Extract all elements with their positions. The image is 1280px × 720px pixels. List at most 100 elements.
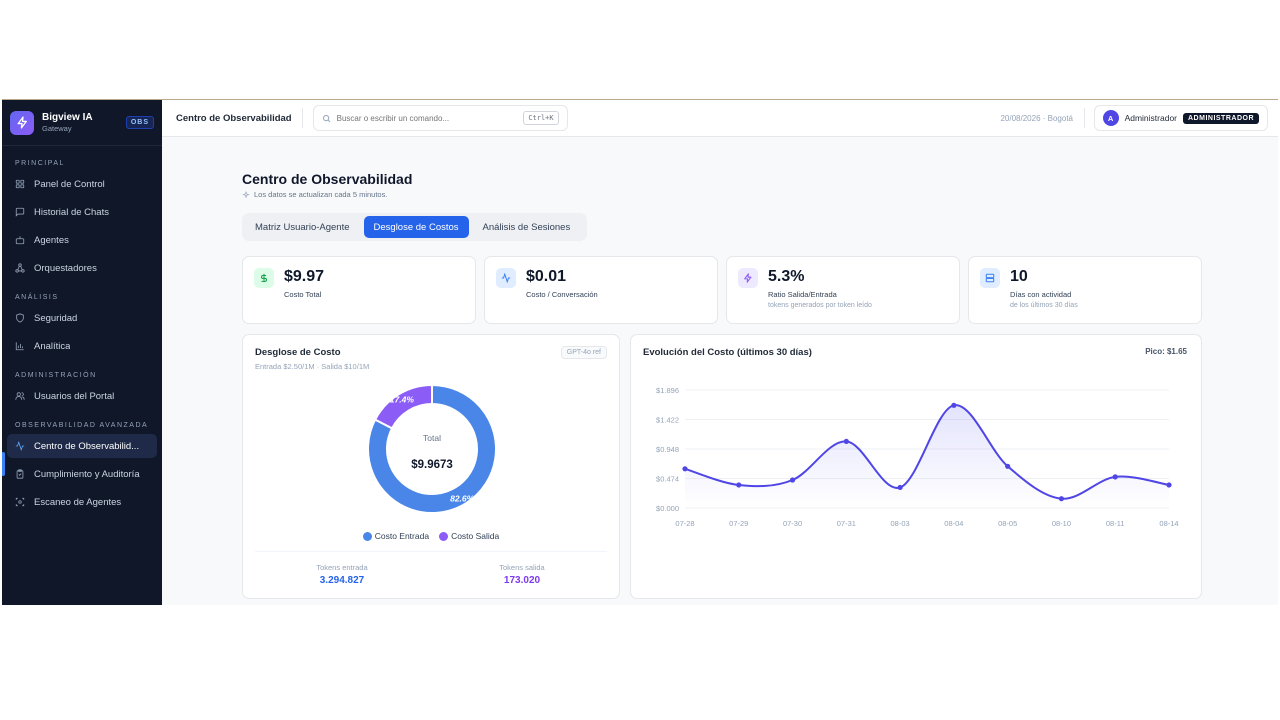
kpi-card-dias: 10 Días con actividad de los últimos 30 …: [968, 256, 1202, 324]
cost-evolution-card: Evolución del Costo (últimos 30 días) Pi…: [630, 334, 1202, 599]
nav-section-analisis: ANÁLISIS: [15, 294, 59, 301]
sidebar-item-label: Centro de Observabilid...: [34, 440, 140, 452]
sidebar-item-orquestadores[interactable]: Orquestadores: [7, 256, 157, 280]
x-tick-label: 08-10: [1052, 519, 1071, 528]
sidebar-item-cumplimiento[interactable]: Cumplimiento y Auditoría: [7, 462, 157, 486]
tokens-out-value: 173.020: [503, 575, 541, 586]
x-tick-label: 07-30: [783, 519, 802, 528]
brand-subtitle: Gateway: [42, 123, 72, 133]
data-point: [1112, 474, 1118, 480]
donut-data-label: 17.4%: [390, 394, 415, 404]
active-indicator: [2, 452, 5, 476]
tab-matriz[interactable]: Matriz Usuario-Agente: [255, 221, 350, 233]
grid-icon: [15, 179, 25, 189]
kpi-value: $0.01: [526, 268, 567, 285]
tokens-out-label: Tokens salida: [499, 563, 545, 572]
sidebar: Bigview IA Gateway OBS PRINCIPAL Panel d…: [2, 100, 162, 605]
x-tick-label: 07-31: [837, 519, 856, 528]
data-point: [951, 402, 957, 408]
bolt-icon: [10, 110, 34, 135]
sidebar-item-seguridad[interactable]: Seguridad: [7, 306, 157, 330]
user-menu[interactable]: A Administrador ADMINISTRADOR: [1093, 105, 1268, 131]
sidebar-item-centro[interactable]: Centro de Observabilid...: [7, 434, 157, 458]
search-input[interactable]: [336, 113, 524, 123]
sidebar-item-label: Analítica: [34, 340, 71, 352]
chat-icon: [15, 207, 25, 217]
kpi-subtext: de los últimos 30 días: [1010, 302, 1078, 309]
tab-desglose[interactable]: Desglose de Costos: [363, 216, 469, 238]
data-point: [789, 477, 796, 483]
tokens-in-stat: Tokens entrada 3.294.827: [272, 563, 412, 586]
sidebar-item-label: Escaneo de Agentes: [34, 496, 122, 508]
kpi-label: Días con actividad: [1010, 290, 1072, 299]
sidebar-item-historial[interactable]: Historial de Chats: [7, 200, 157, 224]
kpi-card-costo-conversacion: $0.01 Costo / Conversación: [484, 256, 718, 324]
search-box[interactable]: Ctrl+K: [312, 105, 568, 131]
app-window: Bigview IA Gateway OBS PRINCIPAL Panel d…: [2, 99, 1278, 605]
x-tick-label: 08-05: [998, 519, 1017, 528]
tokens-out-stat: Tokens salida 173.020: [452, 563, 592, 586]
y-tick-label: $1.422: [656, 416, 679, 425]
data-point: [682, 466, 688, 472]
series-line: [684, 404, 1170, 500]
dollar-icon: [254, 268, 274, 288]
x-tick-label: 08-14: [1159, 519, 1178, 528]
donut-slice: [367, 383, 497, 514]
server-icon: [980, 268, 1000, 288]
main-area: Centro de Observabilidad Ctrl+K 20/08/20…: [162, 100, 1278, 605]
activity-icon: [15, 441, 25, 451]
shortcut-hint: Ctrl+K: [523, 111, 559, 125]
donut-chart: Total $9.9673 82.6% 17.4%: [367, 383, 497, 514]
kpi-value: 5.3%: [768, 268, 805, 285]
shield-icon: [16, 313, 24, 323]
x-tick-label: 07-29: [729, 519, 748, 528]
legend-swatch: [362, 531, 372, 541]
kpi-label: Ratio Salida/Entrada: [768, 290, 837, 299]
data-point: [897, 484, 903, 491]
sidebar-item-label: Usuarios del Portal: [34, 390, 115, 402]
x-tick-label: 08-04: [944, 519, 963, 528]
donut-data-label: 82.6%: [450, 494, 475, 504]
data-point: [843, 438, 849, 445]
x-tick-label: 08-11: [1106, 519, 1125, 528]
data-point: [1005, 463, 1011, 469]
divider: [255, 551, 607, 552]
date-location: 20/08/2026 · Bogotá: [1000, 113, 1073, 123]
divider: [1084, 108, 1085, 128]
brand-name: Bigview IA: [42, 111, 93, 123]
donut-center-label: Total: [423, 433, 441, 443]
y-tick-label: $1.896: [656, 386, 679, 395]
x-tick-label: 07-28: [675, 519, 694, 528]
data-point: [1166, 482, 1172, 488]
legend-swatch: [439, 531, 449, 541]
kpi-card-ratio: 5.3% Ratio Salida/Entrada tokens generad…: [726, 256, 960, 324]
sidebar-item-analitica[interactable]: Analítica: [7, 334, 157, 358]
activity-icon: [496, 268, 516, 288]
sidebar-item-escaneo[interactable]: Escaneo de Agentes: [7, 490, 157, 514]
y-tick-label: $0.474: [656, 475, 679, 484]
page-title: Centro de Observabilidad: [242, 171, 413, 187]
card-title: Evolución del Costo (últimos 30 días): [643, 347, 812, 358]
kpi-label: Costo / Conversación: [526, 290, 598, 299]
sidebar-item-agentes[interactable]: Agentes: [7, 228, 157, 252]
network-icon: [15, 263, 25, 273]
nav-section-administracion: ADMINISTRACIÓN: [15, 372, 97, 379]
area-fill: [685, 405, 1169, 508]
cost-breakdown-card: Desglose de Costo Entrada $2.50/1M · Sal…: [242, 334, 620, 599]
brand: Bigview IA Gateway OBS: [2, 100, 162, 146]
sidebar-item-label: Panel de Control: [34, 178, 105, 190]
update-note: Los datos se actualizan cada 5 minutos.: [254, 190, 388, 199]
tab-sesiones[interactable]: Análisis de Sesiones: [482, 221, 571, 233]
sidebar-item-usuarios[interactable]: Usuarios del Portal: [7, 384, 157, 408]
model-badge: GPT-4o ref: [560, 346, 607, 359]
clipboard-icon: [16, 469, 24, 479]
peak-value: Pico: $1.65: [1145, 347, 1187, 356]
tokens-in-value: 3.294.827: [319, 575, 365, 586]
brand-badge: OBS: [125, 116, 154, 129]
y-tick-label: $0.000: [656, 504, 679, 513]
sidebar-item-label: Historial de Chats: [34, 206, 109, 218]
sidebar-item-panel[interactable]: Panel de Control: [7, 172, 157, 196]
kpi-value: $9.97: [284, 268, 325, 285]
role-badge: ADMINISTRADOR: [1183, 112, 1259, 124]
users-icon: [15, 392, 25, 400]
